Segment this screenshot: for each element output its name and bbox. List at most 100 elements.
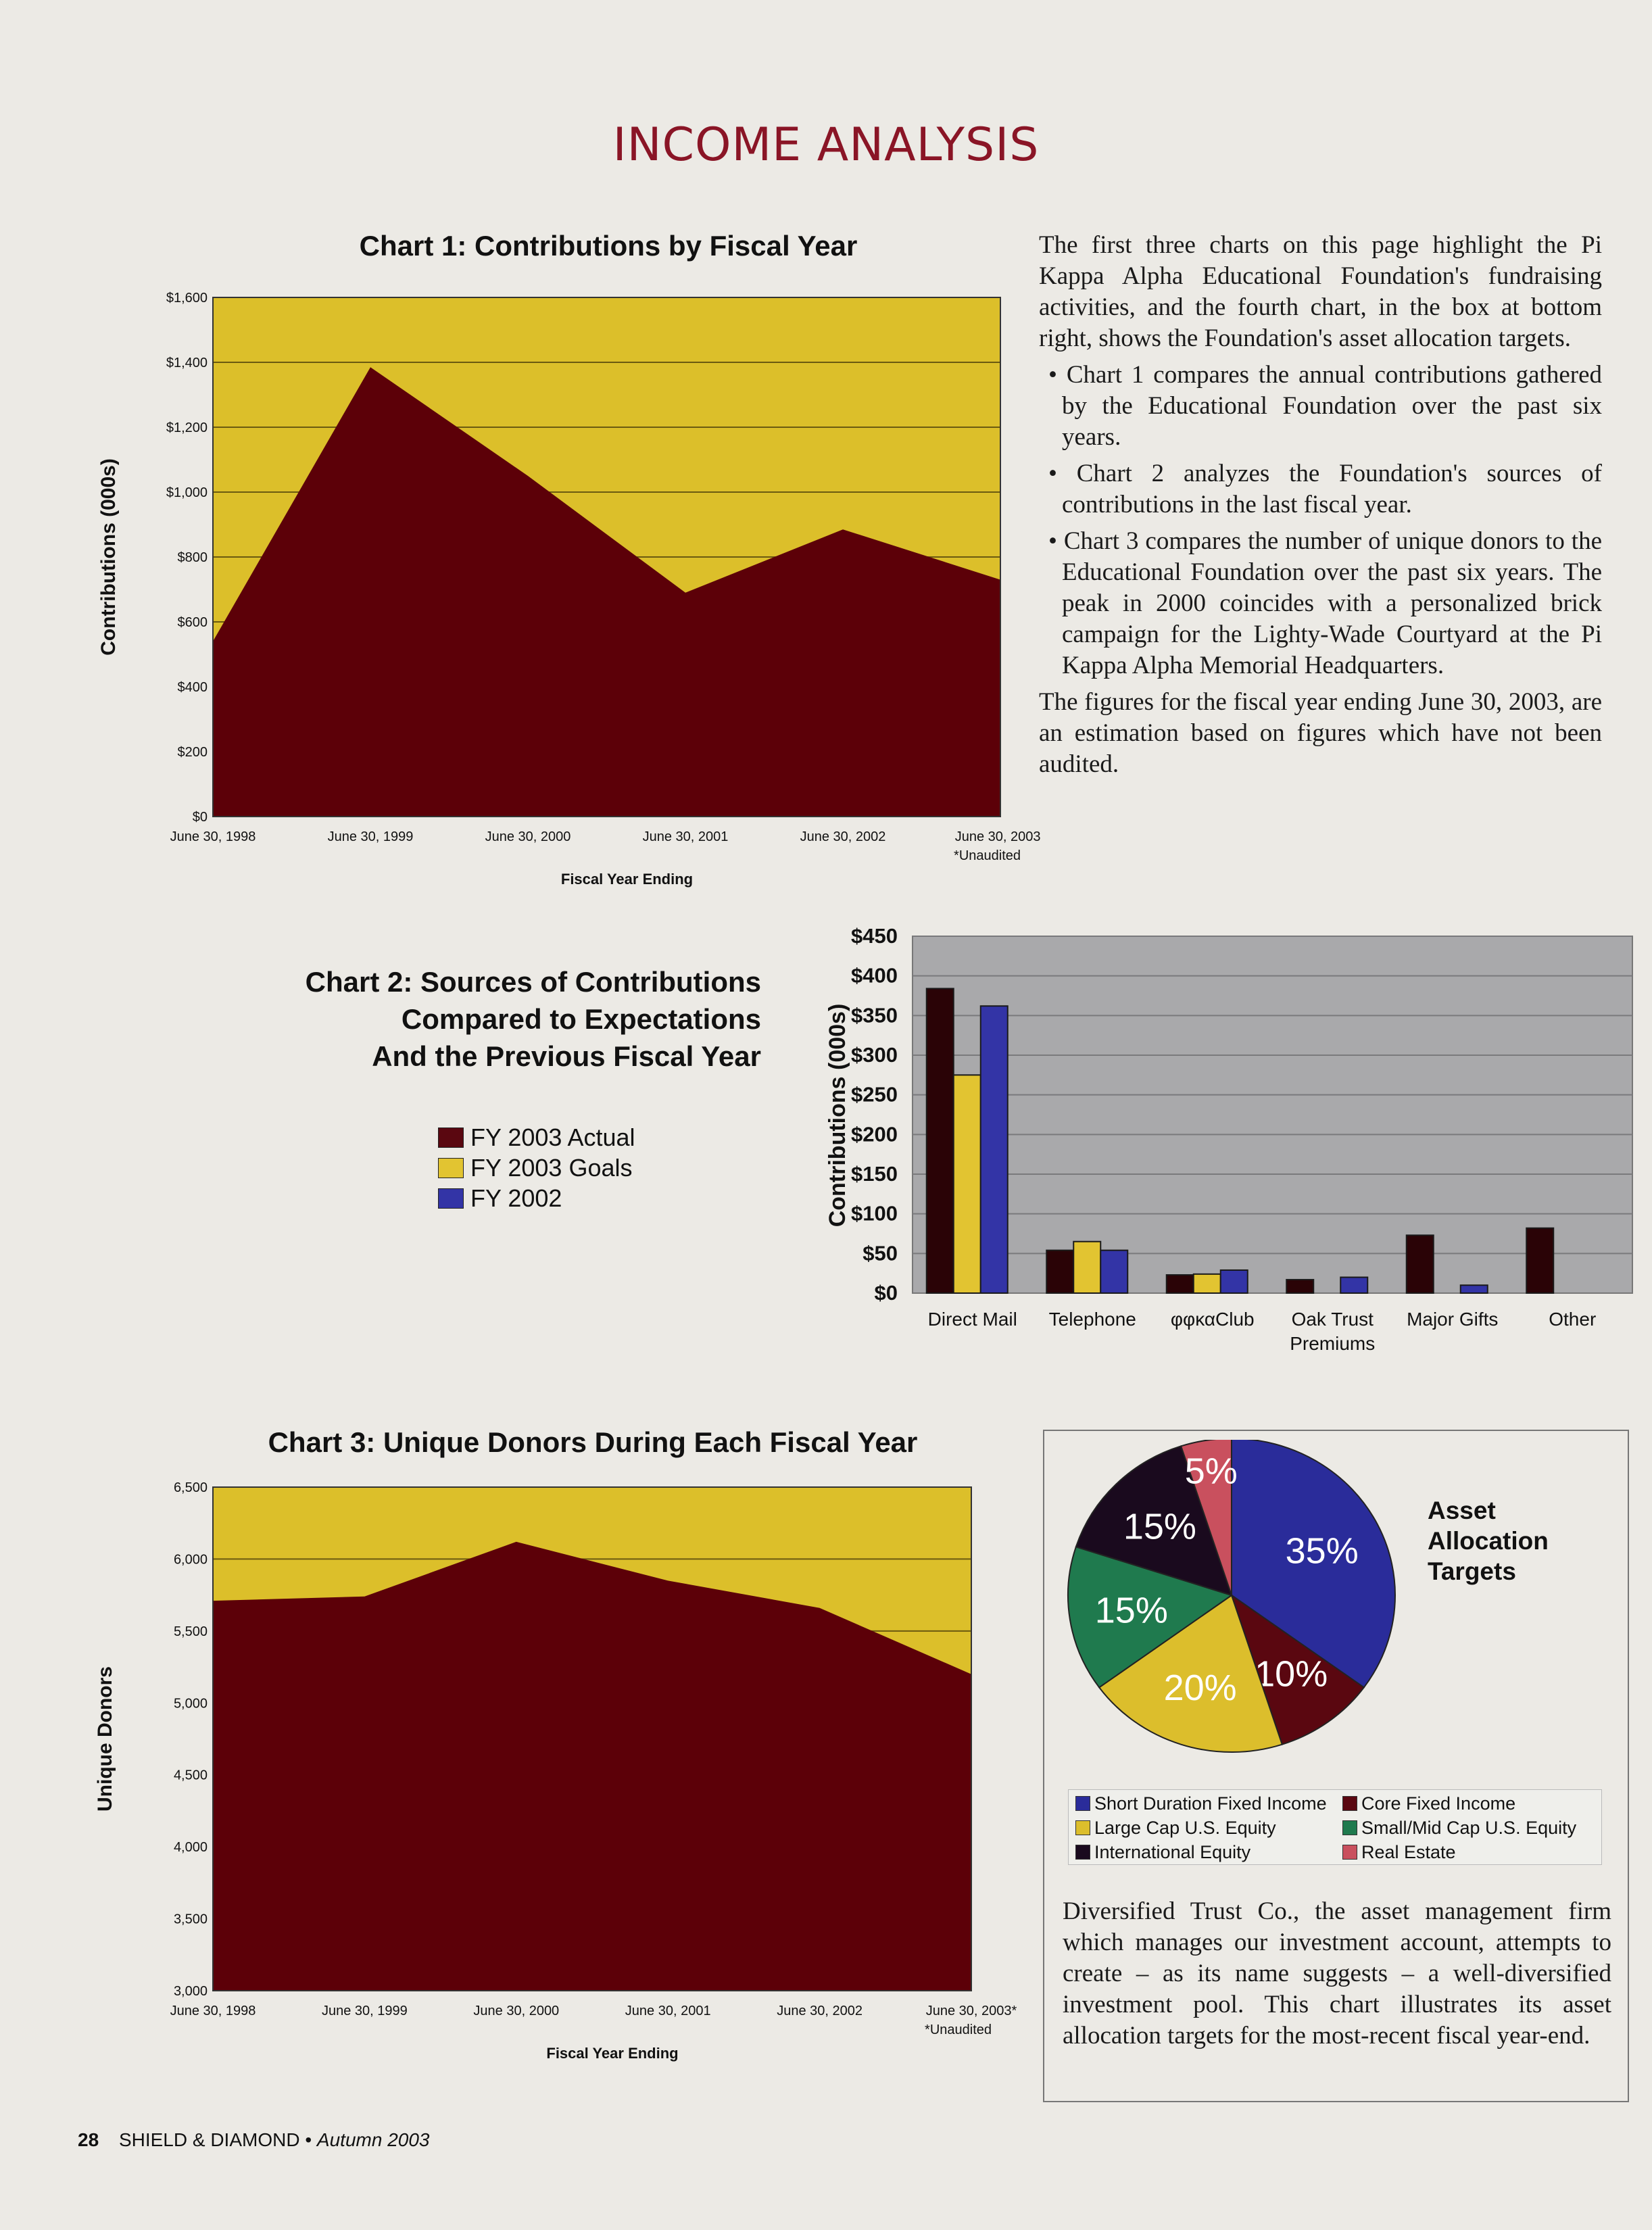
intro-paragraph: The first three charts on this page high… (1039, 231, 1602, 352)
chart3-unique-donors: 3,000 3,500 4,000 4,500 5,000 5,500 6,000 6,500… (94, 1480, 1017, 2062)
chart3-title: Chart 3: Unique Donors During Each Fisca… (268, 1426, 918, 1458)
pie-slice (1230, 1593, 1365, 1745)
bar (1100, 1249, 1129, 1294)
legend-swatch (1342, 1820, 1357, 1835)
pie-slice-label: 5% (1185, 1451, 1238, 1492)
bar (1073, 1240, 1102, 1294)
pie-legend-item: Small/Mid Cap U.S. Equity (1342, 1816, 1609, 1840)
pie-slice (1231, 1440, 1396, 1689)
pie-slice-label: 15% (1123, 1506, 1196, 1547)
plot-border (212, 297, 1001, 817)
asset-allocation-pie: 35% 10% 20% 15% 15% 5% (1067, 1440, 1396, 1753)
area-series (213, 367, 1000, 817)
pie-slice-label: 15% (1095, 1591, 1168, 1631)
y-tick-label: 4,000 (174, 1840, 208, 1855)
y-tick-label: $1,600 (166, 291, 208, 306)
plot-border (212, 1486, 972, 1991)
asset-allocation-box (1043, 1430, 1629, 2102)
legend-swatch (1075, 1796, 1090, 1811)
y-tick-label: $0 (875, 1281, 898, 1305)
chart2-sources: $0 $50 $100 $150 $200 $250 $300 $350 $400 $450 Dir… (825, 924, 1633, 1354)
legend-label: FY 2002 (470, 1184, 562, 1212)
chart1-title: Chart 1: Contributions by Fiscal Year (359, 230, 858, 262)
legend-label: International Equity (1094, 1842, 1251, 1862)
x-tick-label: June 30, 2003* (955, 829, 1041, 844)
title-line: Allocation (1428, 1527, 1549, 1555)
bar (1286, 1279, 1315, 1294)
intro-bullet: • Chart 3 compares the number of unique … (1048, 527, 1602, 679)
page-title: INCOME ANALYSIS (612, 118, 1040, 172)
pie-slice (1067, 1546, 1234, 1689)
x-tick-label: Major Gifts (1407, 1309, 1498, 1330)
legend-item: FY 2002 (438, 1183, 635, 1213)
y-tick-label: $400 (851, 964, 898, 988)
y-tick-label: $800 (178, 550, 208, 565)
pie-legend-item: Real Estate (1342, 1840, 1609, 1864)
legend-label: Real Estate (1361, 1842, 1456, 1862)
legend-label: FY 2003 Goals (470, 1153, 633, 1182)
legend-label: Small/Mid Cap U.S. Equity (1361, 1818, 1577, 1838)
bar (1526, 1227, 1555, 1294)
pie-legend-item: Core Fixed Income (1342, 1791, 1609, 1816)
pie-slice-label: 20% (1164, 1668, 1237, 1708)
unaudited-note: *Unaudited (954, 848, 1021, 863)
x-tick-label: Other (1549, 1309, 1596, 1330)
x-tick-label: Telephone (1049, 1309, 1136, 1330)
y-tick-label: $450 (851, 924, 898, 948)
x-tick-label: Oak Trust (1292, 1309, 1374, 1330)
intro-paragraph: The figures for the fiscal year ending J… (1039, 688, 1602, 778)
chart2-title-line: Chart 2: Sources of Contributions (305, 966, 761, 998)
legend-swatch (1342, 1796, 1357, 1811)
unaudited-note: *Unaudited (925, 2022, 992, 2037)
bar (1046, 1249, 1075, 1294)
x-tick-label: June 30, 1999 (322, 2004, 408, 2018)
bar (1192, 1273, 1221, 1294)
x-tick-label: June 30, 2002 (777, 2004, 863, 2018)
x-tick-label: June 30, 2003* (926, 2004, 1017, 2018)
legend-label: Large Cap U.S. Equity (1094, 1818, 1276, 1838)
y-tick-label: $100 (851, 1202, 898, 1226)
x-tick-label: June 30, 1998 (170, 829, 256, 844)
chart2-title-line: Compared to Expectations (401, 1003, 761, 1035)
chart1-contributions: $0 $200 $400 $600 $800 $1,000 $1,200 $1,400 $1,6… (97, 291, 1041, 888)
y-tick-label: $200 (851, 1122, 898, 1146)
x-tick-label: Direct Mail (928, 1309, 1017, 1330)
pie-slice-label: 10% (1255, 1653, 1328, 1694)
y-tick-label: $1,000 (166, 485, 208, 500)
y-tick-label: $350 (851, 1003, 898, 1027)
page-number: 28 (78, 2129, 99, 2150)
y-tick-label: 6,500 (174, 1480, 208, 1495)
y-tick-label: 5,500 (174, 1624, 208, 1639)
y-tick-label: $600 (178, 615, 208, 630)
page-footer: 28 SHIELD & DIAMOND • Autumn 2003 (78, 2129, 430, 2151)
y-axis-label: Contributions (000s) (97, 458, 120, 656)
x-tick-label: June 30, 2001 (643, 829, 729, 844)
bar (1459, 1284, 1488, 1294)
footer-separator: • (305, 2129, 317, 2150)
chart2-title: Chart 2: Sources of Contributions Compar… (306, 963, 761, 1075)
legend-label: Core Fixed Income (1361, 1793, 1516, 1814)
plot-background (912, 936, 1633, 1294)
legend-label: FY 2003 Actual (470, 1123, 635, 1151)
intro-bullet: • Chart 1 compares the annual contributi… (1048, 361, 1602, 451)
legend-item: FY 2003 Goals (438, 1153, 635, 1183)
bar (1340, 1276, 1369, 1294)
x-tick-label: June 30, 1999 (328, 829, 414, 844)
x-tick-label: June 30, 2000 (485, 829, 571, 844)
bar (1219, 1269, 1248, 1294)
pie-legend-item: International Equity (1075, 1840, 1342, 1864)
chart2-legend: FY 2003 Actual FY 2003 Goals FY 2002 (438, 1122, 635, 1213)
legend-swatch (438, 1157, 464, 1178)
bar (1405, 1234, 1434, 1294)
title-line: Targets (1428, 1557, 1516, 1585)
pie-legend: Short Duration Fixed Income Core Fixed In… (1068, 1789, 1602, 1865)
legend-item: FY 2003 Actual (438, 1122, 635, 1153)
y-tick-label: $50 (863, 1241, 898, 1265)
bar (1165, 1274, 1194, 1294)
y-tick-label: 6,000 (174, 1552, 208, 1567)
bar (952, 1074, 981, 1294)
x-tick-label: June 30, 2001 (625, 2004, 711, 2018)
y-tick-label: 3,500 (174, 1912, 208, 1927)
x-axis-label: Fiscal Year Ending (546, 2045, 678, 2062)
legend-swatch (1075, 1845, 1090, 1860)
